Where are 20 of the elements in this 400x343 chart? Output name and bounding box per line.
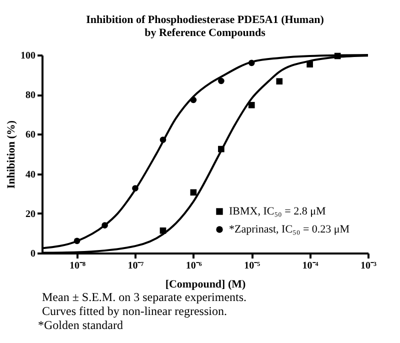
y-tick-label: 100 <box>20 50 36 62</box>
y-tick-label: 0 <box>30 248 36 260</box>
x-tick-label: 10⁻⁷ <box>128 260 144 272</box>
legend-label: *Zaprinast, IC₅₀ = 0.23 μM <box>229 224 350 236</box>
y-tick-label: 60 <box>26 130 36 141</box>
y-tick-label: 20 <box>26 208 36 220</box>
x-tick-label: 10⁻³ <box>360 260 376 272</box>
y-tick-label: 80 <box>26 90 36 102</box>
x-axis-title: [Compound] (M) <box>165 278 246 290</box>
y-axis-title: Inhibition (%) <box>6 120 18 189</box>
x-tick-label: 10⁻⁶ <box>186 260 202 272</box>
legend-label: IBMX, IC₅₀ = 2.8 μM <box>229 206 326 218</box>
x-tick-label: 10⁻⁴ <box>302 260 318 272</box>
text: *Golden standard <box>38 318 124 332</box>
text: Curves fitted by non-linear regression. <box>42 304 228 318</box>
text: Mean ± S.E.M. on 3 separate experiments. <box>42 290 247 304</box>
x-tick-label: 10⁻⁵ <box>244 260 260 272</box>
chart-title: Inhibition of Phosphodiesterase PDE5A1 (Human) by Reference Compounds <box>86 14 324 39</box>
x-tick-label: 10⁻⁸ <box>70 260 86 272</box>
y-tick-label: 40 <box>26 169 36 180</box>
